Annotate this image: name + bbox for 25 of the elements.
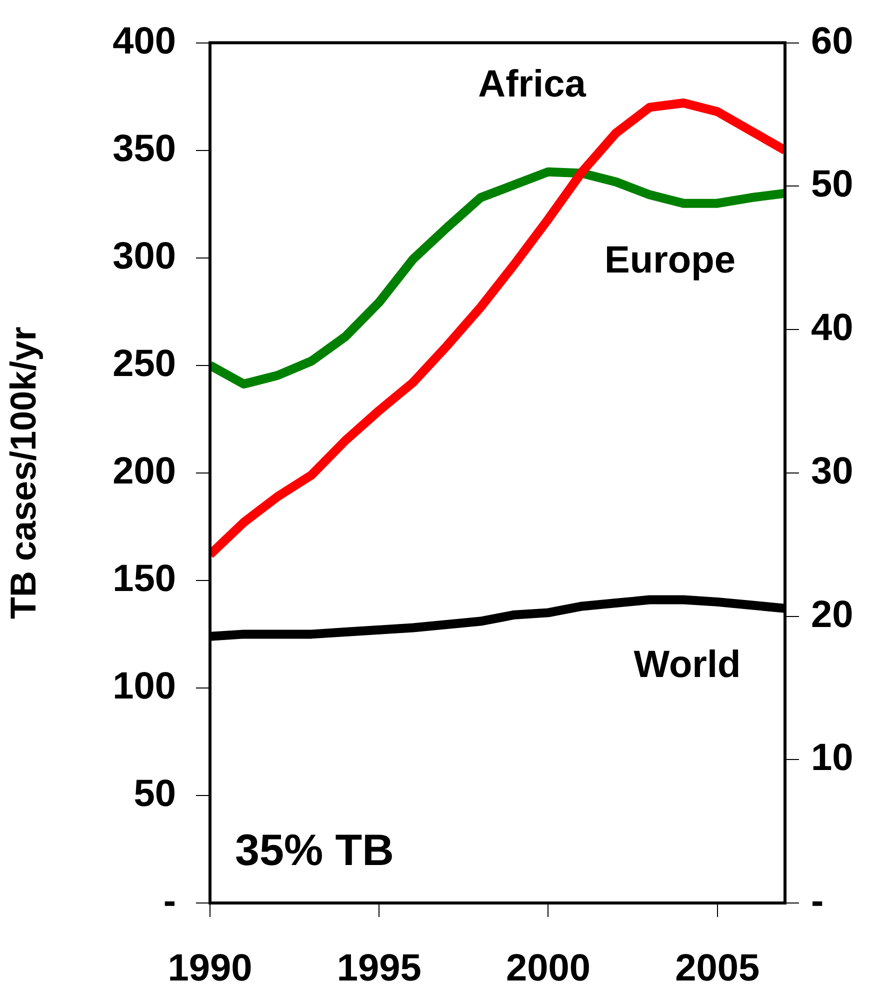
y-tick-label: 300 [112, 235, 176, 278]
y-tick-label: 250 [112, 342, 176, 385]
annotation: 35% TB [235, 826, 394, 876]
y-tick-label: 200 [112, 450, 176, 492]
series-label: Africa [478, 63, 587, 106]
series-label: Europe [604, 240, 736, 282]
y-tick-label: 350 [112, 128, 176, 170]
y-tick-label: 100 [112, 665, 176, 708]
y2-tick-label: 10 [811, 737, 854, 780]
y-tick-label: - [163, 880, 176, 922]
series-label: World [634, 644, 741, 686]
y-tick-label: 50 [134, 772, 176, 815]
y2-tick-label: 60 [811, 20, 854, 62]
y2-tick-label: 40 [811, 307, 854, 350]
x-tick-label: 1995 [336, 947, 422, 990]
y2-tick-label: 20 [811, 594, 854, 636]
y2-tick-label: 50 [811, 164, 854, 206]
y-tick-label: 150 [112, 558, 176, 600]
y2-tick-label: - [811, 880, 824, 922]
x-tick-label: 1990 [168, 947, 252, 990]
y2-tick-label: 30 [811, 450, 854, 492]
y-axis-title: TB cases/100k/yr [2, 326, 44, 620]
y-tick-label: 400 [112, 20, 176, 62]
x-tick-label: 2000 [506, 947, 591, 990]
x-tick-label: 2005 [675, 947, 760, 990]
